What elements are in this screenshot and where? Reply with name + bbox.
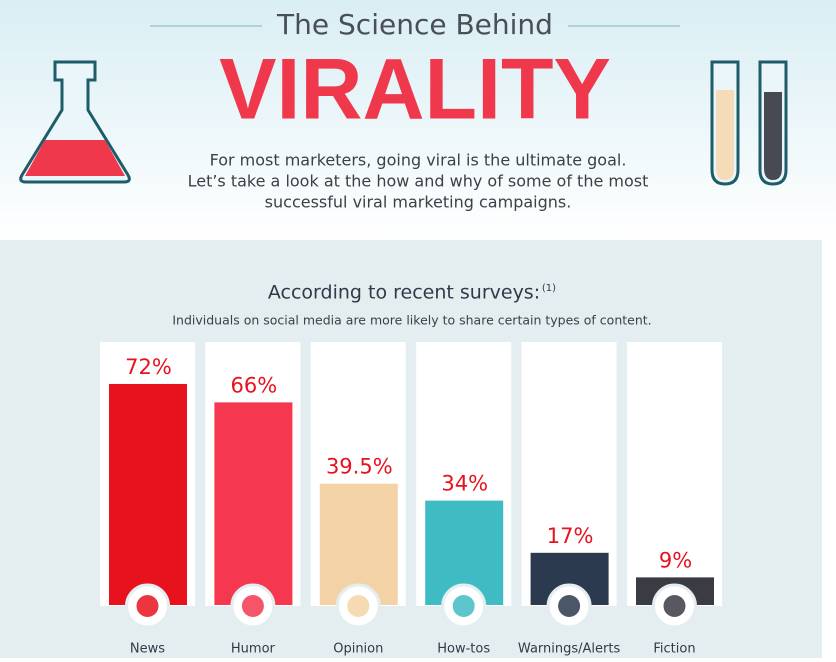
x-tick-label: How-tos [437, 642, 490, 657]
intro-line: successful viral marketing campaigns. [265, 193, 572, 212]
x-tick-label: Fiction [653, 642, 695, 657]
test-tubes [710, 60, 788, 186]
intro-line: For most marketers, going viral is the u… [210, 151, 627, 170]
intro-line: Let’s take a look at the how and why of … [188, 172, 649, 191]
value-label: 34% [441, 472, 488, 496]
value-label: 39.5% [326, 455, 393, 479]
x-tick-label: Warnings/Alerts [518, 642, 621, 657]
bar [109, 383, 187, 605]
header-background [0, 0, 836, 240]
edge [822, 240, 836, 658]
chart-title: According to recent surveys: [268, 282, 540, 304]
category-icon-inner [663, 595, 686, 617]
kicker: The Science Behind [276, 8, 553, 41]
category-icon-inner [241, 595, 264, 617]
chart-subtitle: Individuals on social media are more lik… [172, 313, 651, 328]
value-label: 72% [125, 355, 172, 379]
footnote-ref: (1) [542, 283, 556, 294]
bar [214, 402, 293, 605]
category-icon-inner [347, 595, 370, 617]
headline: VIRALITY [219, 42, 611, 138]
category-icon-inner [136, 595, 159, 617]
x-tick-label: Opinion [333, 642, 383, 657]
flask [19, 60, 131, 184]
x-tick-label: News [130, 642, 165, 657]
x-tick-label: Humor [231, 642, 276, 657]
category-icon-inner [558, 595, 581, 617]
card [627, 342, 722, 606]
category-icon-inner [452, 595, 475, 617]
value-label: 66% [231, 373, 278, 397]
value-label: 17% [547, 524, 594, 548]
value-label: 9% [659, 548, 692, 572]
